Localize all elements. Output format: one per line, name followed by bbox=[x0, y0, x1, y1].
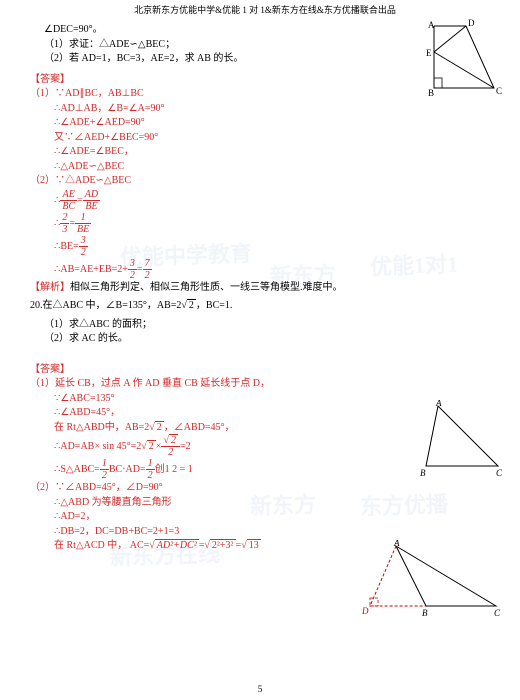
proof-step: ∴△ABD 为等腰直角三角形 bbox=[30, 496, 500, 511]
proof-step: ∴AD=2， bbox=[30, 510, 500, 525]
svg-text:E: E bbox=[426, 48, 432, 58]
diagram-triangle-abc: A B C bbox=[366, 400, 506, 482]
page-header: 北京新东方优能中学&优能 1 对 1&新东方在线&东方优播联合出品 bbox=[30, 4, 500, 17]
proof-step: ∴AD⊥AB，∠B=∠A=90° bbox=[30, 102, 500, 117]
proof-step: （2）∵△ADE∽△BEC bbox=[30, 174, 500, 189]
q20-part2: （2）求 AC 的长。 bbox=[30, 332, 500, 347]
diagram-triangle-abd: A D B C bbox=[356, 540, 506, 626]
proof-step: ∴∠ADE=∠BEC， bbox=[30, 145, 500, 160]
svg-text:C: C bbox=[494, 608, 501, 618]
answer-label-2: 【答案】 bbox=[30, 363, 500, 378]
svg-text:B: B bbox=[422, 608, 428, 618]
svg-text:D: D bbox=[361, 606, 369, 616]
svg-text:A: A bbox=[393, 540, 400, 548]
proof-step: ∴∠ADE+∠AED=90° bbox=[30, 116, 500, 131]
proof-step: 又∵∠AED+∠BEC=90° bbox=[30, 131, 500, 146]
ratio-numeric: ∴23=1BE bbox=[30, 212, 500, 235]
svg-text:A: A bbox=[435, 400, 442, 408]
analysis-line: 【解析】相似三角形判定、相似三角形性质、一线三等角模型.难度中。 bbox=[30, 281, 500, 296]
proof-step: ∴△ADE∽△BEC bbox=[30, 160, 500, 175]
page-number: 5 bbox=[0, 683, 520, 696]
svg-text:C: C bbox=[496, 468, 503, 478]
svg-text:A: A bbox=[428, 20, 435, 30]
svg-text:D: D bbox=[468, 18, 475, 28]
proof-step: （2）∵∠ABD=45°，∠D=90° bbox=[30, 481, 500, 496]
ratio-equation: ∴AEBC=ADBE bbox=[30, 189, 500, 212]
diagram-trapezoid: A D E B C bbox=[416, 18, 506, 98]
q20-part1: （1）求△ABC 的面积； bbox=[30, 318, 500, 333]
ab-value: ∴AB=AE+EB=2+32=72 bbox=[30, 258, 500, 281]
be-value: ∴BE=32 bbox=[30, 235, 500, 258]
proof-step: （1）延长 CB，过点 A 作 AD 垂直 CB 延长线于点 D， bbox=[30, 377, 500, 392]
proof-step: ∴DB=2，DC=DB+BC=2+1=3 bbox=[30, 525, 500, 540]
svg-text:C: C bbox=[496, 86, 502, 96]
q20-stem: 20.在△ABC 中，∠B=135°，AB=22，BC=1. bbox=[30, 299, 500, 314]
svg-text:B: B bbox=[428, 88, 434, 98]
svg-text:B: B bbox=[420, 468, 426, 478]
